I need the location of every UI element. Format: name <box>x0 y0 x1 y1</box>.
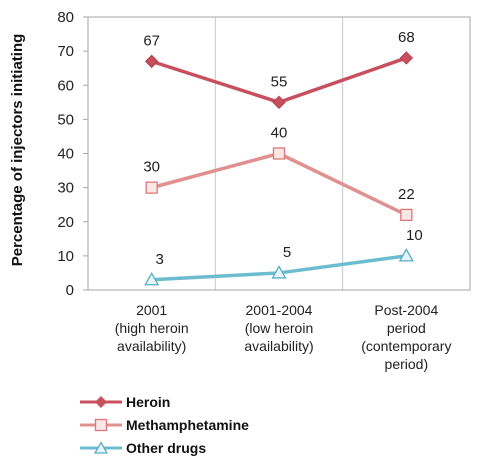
legend-label: Other drugs <box>126 439 207 456</box>
legend-item-heroin: Heroin <box>78 390 249 413</box>
x-tick-label-line: availability) <box>117 338 186 354</box>
x-tick-label-line: 2001 <box>136 302 167 318</box>
data-label: 10 <box>406 227 423 244</box>
data-label: 22 <box>398 186 415 203</box>
y-tick-label: 0 <box>66 282 74 299</box>
x-tick-label-line: availability) <box>244 338 313 354</box>
x-tick-label: Post-2004 period (contemporary period) <box>361 302 451 372</box>
data-point-diamond <box>144 54 159 69</box>
x-tick-label-line: (contemporary <box>361 338 451 354</box>
x-tick-label-line: Post-2004 <box>374 302 438 318</box>
data-point-square <box>145 181 158 194</box>
data-point-triangle <box>271 265 287 279</box>
data-point-diamond <box>272 95 286 110</box>
legend-triangle-marker-icon <box>80 440 122 454</box>
y-tick-label: 10 <box>57 248 74 265</box>
x-tick-label-line: period) <box>385 356 429 372</box>
x-tick-label-line: period <box>387 320 426 336</box>
data-label: 55 <box>271 73 288 90</box>
x-tick-label-line: (low heroin <box>245 320 313 336</box>
data-label: 68 <box>398 29 415 46</box>
legend-item-methamphetamine: Methamphetamine <box>78 413 249 436</box>
series-layer <box>144 51 414 286</box>
x-tick-label: 2001 (high heroin availability) <box>115 302 189 354</box>
data-point-diamond <box>399 51 414 65</box>
data-point-square <box>272 147 286 160</box>
data-label: 67 <box>143 32 160 49</box>
legend: Heroin Methamphetamine Other drugs <box>78 390 249 459</box>
legend-square-marker-icon <box>80 418 122 431</box>
series-line-methamphetamine <box>151 151 408 217</box>
legend-label: Methamphetamine <box>126 416 249 433</box>
data-label: 3 <box>155 251 163 268</box>
y-tick-label: 20 <box>57 214 74 231</box>
y-tick-label: 30 <box>57 180 74 197</box>
data-label: 5 <box>283 244 291 261</box>
x-tick-label-line: 2001-2004 <box>246 302 313 318</box>
data-point-triangle <box>144 271 160 286</box>
y-tick-label: 70 <box>57 43 74 60</box>
legend-item-other-drugs: Other drugs <box>78 436 249 459</box>
data-label: 40 <box>271 125 288 142</box>
y-tick-label: 60 <box>57 77 74 94</box>
line-chart: 0 10 20 30 40 50 60 70 80 2001 (high heroin availab… <box>9 9 471 372</box>
y-tick-label: 50 <box>57 111 74 128</box>
data-label: 30 <box>143 159 160 176</box>
axes: 0 10 20 30 40 50 60 70 80 2001 (high heroin availab… <box>57 9 471 372</box>
y-axis-title: Percentage of injectors initiating <box>9 34 26 267</box>
legend-diamond-marker-icon <box>80 395 122 408</box>
legend-label: Heroin <box>126 393 171 410</box>
data-point-triangle <box>398 248 414 262</box>
x-tick-label-line: (high heroin <box>115 320 189 336</box>
data-labels: 67 55 68 30 40 22 3 5 10 <box>143 29 422 268</box>
y-tick-label: 40 <box>57 146 74 163</box>
gridlines <box>214 17 344 290</box>
data-point-square <box>400 208 413 222</box>
x-tick-label: 2001-2004 (low heroin availability) <box>244 302 313 354</box>
y-tick-label: 80 <box>57 9 74 26</box>
